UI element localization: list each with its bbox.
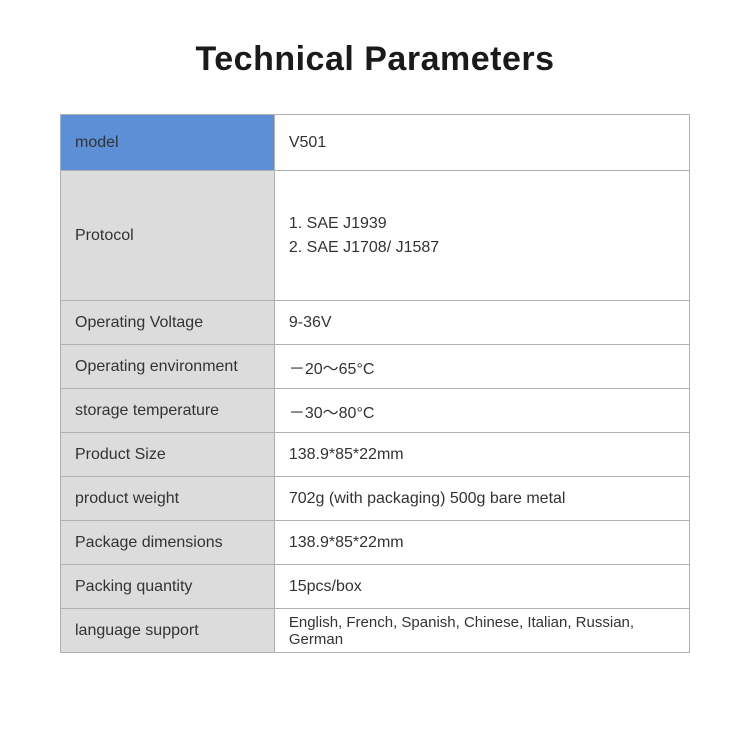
cell-value: 138.9*85*22mm [274,521,689,565]
cell-value: 702g (with packaging) 500g bare metal [274,477,689,521]
cell-label: Protocol [61,171,275,301]
cell-label: storage temperature [61,389,275,433]
table-row: Packing quantity 15pcs/box [61,565,690,609]
cell-value: V501 [274,115,689,171]
cell-label: Packing quantity [61,565,275,609]
table-row: model V501 [61,115,690,171]
table-row: Operating Voltage 9-36V [61,301,690,345]
cell-label: Package dimensions [61,521,275,565]
cell-label: Operating environment [61,345,275,389]
table-row: Package dimensions 138.9*85*22mm [61,521,690,565]
cell-value: 15pcs/box [274,565,689,609]
page-title: Technical Parameters [60,40,690,79]
cell-value: －20～65°C [274,345,689,389]
cell-value: 9-36V [274,301,689,345]
parameters-table: model V501 Protocol 1. SAE J19392. SAE J… [60,114,690,653]
cell-value: English, French, Spanish, Chinese, Itali… [274,609,689,653]
cell-label: model [61,115,275,171]
table-row: product weight 702g (with packaging) 500… [61,477,690,521]
cell-label: Operating Voltage [61,301,275,345]
cell-value: 138.9*85*22mm [274,433,689,477]
cell-value: 1. SAE J19392. SAE J1708/ J1587 [274,171,689,301]
table-row: Product Size 138.9*85*22mm [61,433,690,477]
table-row: storage temperature －30～80°C [61,389,690,433]
table-row: Protocol 1. SAE J19392. SAE J1708/ J1587 [61,171,690,301]
cell-label: language support [61,609,275,653]
cell-label: Product Size [61,433,275,477]
table-row: Operating environment －20～65°C [61,345,690,389]
cell-value: －30～80°C [274,389,689,433]
table-row: language support English, French, Spanis… [61,609,690,653]
cell-label: product weight [61,477,275,521]
